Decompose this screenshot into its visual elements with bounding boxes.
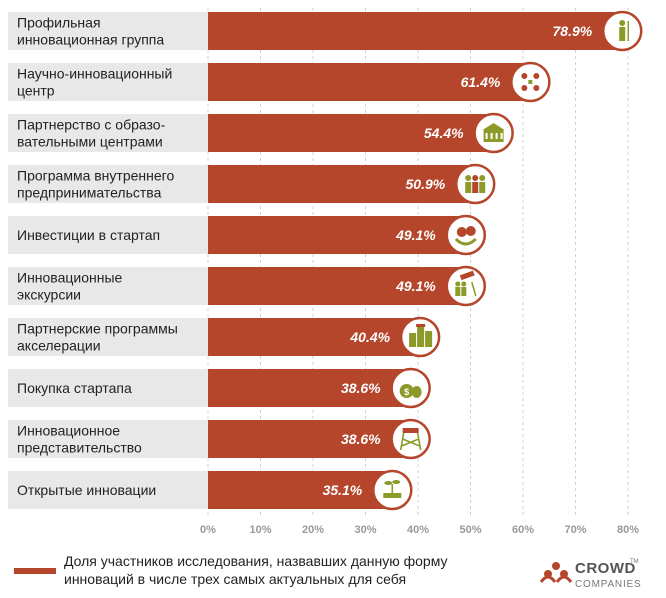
- category-label: акселерации: [17, 338, 101, 354]
- category-label-bg: [8, 369, 208, 407]
- x-tick-label: 20%: [302, 524, 324, 536]
- bar: [208, 114, 494, 152]
- category-label: Открытые инновации: [17, 482, 156, 498]
- category-label: Инвестиции в стартап: [17, 227, 160, 243]
- data-label: 49.1%: [395, 227, 436, 243]
- bar: [208, 267, 466, 305]
- x-tick-label: 70%: [564, 524, 586, 536]
- x-tick-label: 50%: [459, 524, 481, 536]
- crowd-logo-icon: [539, 562, 573, 583]
- category-label: вательными центрами: [17, 134, 163, 150]
- bar: [208, 420, 411, 458]
- bar: [208, 216, 466, 254]
- x-tick-label: 80%: [617, 524, 639, 536]
- university-building-icon: [473, 112, 514, 154]
- category-label: предпринимательства: [17, 185, 162, 201]
- data-label: 50.9%: [406, 176, 446, 192]
- growing-plant-icon: [372, 469, 413, 511]
- x-tick-label: 60%: [512, 524, 534, 536]
- category-label-bg: [8, 471, 208, 509]
- bar: [208, 12, 623, 50]
- data-label: 38.6%: [341, 431, 381, 447]
- brand-logo: CROWD TM COMPANIES: [539, 559, 641, 590]
- category-label: Программа внутреннего: [17, 168, 174, 184]
- category-label-bg: [8, 165, 208, 203]
- icons: $: [372, 10, 643, 511]
- bar: [208, 63, 531, 101]
- city-buildings-icon: [399, 316, 441, 358]
- category-label-bg: [8, 114, 208, 152]
- category-label: Инновационные: [17, 270, 123, 286]
- category-label-bg: [8, 63, 208, 101]
- category-label-bg: [8, 318, 208, 356]
- category-label: экскурсии: [17, 287, 81, 303]
- brand-name: CROWD: [575, 560, 636, 577]
- category-label-bg: [8, 12, 208, 50]
- bar: [208, 165, 476, 203]
- data-label: 78.9%: [553, 23, 593, 39]
- category-label: Научно-инновационный: [17, 66, 172, 82]
- category-label: Партнерство с образо-: [17, 117, 166, 133]
- x-tick-label: 40%: [407, 524, 429, 536]
- category-label: инновационная группа: [17, 32, 164, 48]
- group-people-icon: [454, 163, 496, 205]
- bar: [208, 318, 421, 356]
- category-label-bg: [8, 267, 208, 305]
- brand-sub: COMPANIES: [575, 579, 641, 590]
- watchtower-icon: [390, 418, 431, 460]
- category-label: Инновационное: [17, 423, 120, 439]
- data-label: 54.4%: [424, 125, 464, 141]
- bar: [208, 471, 393, 509]
- x-axis-ticks: 0% 10% 20% 30% 40% 50% 60% 70% 80%: [200, 524, 639, 536]
- legend-text-line1: Доля участников исследования, назвавших …: [64, 553, 448, 569]
- data-label: 61.4%: [461, 74, 501, 90]
- data-label: 38.6%: [341, 380, 381, 396]
- category-label: представительство: [17, 440, 142, 456]
- bar: [208, 369, 411, 407]
- telescope-group-icon: [445, 265, 487, 307]
- money-bags-icon: $: [390, 367, 431, 409]
- person-icon: [601, 10, 643, 52]
- category-label: Покупка стартапа: [17, 380, 132, 396]
- x-tick-label: 30%: [354, 524, 376, 536]
- category-label: Партнерские программы: [17, 321, 178, 337]
- brand-tm: TM: [630, 559, 639, 565]
- category-label: центр: [17, 83, 55, 99]
- legend-swatch: [14, 568, 56, 574]
- bars: 78.9% 61.4% 54.4% 50.9% 49.1% 49.1% 40.4% 38.6%…: [208, 12, 623, 509]
- legend-text-line2: инноваций в числе трех самых актуальных …: [64, 571, 406, 587]
- data-label: 49.1%: [395, 278, 436, 294]
- data-label: 40.4%: [349, 329, 390, 345]
- legend: Доля участников исследования, назвавших …: [14, 553, 448, 587]
- data-label: 35.1%: [323, 482, 363, 498]
- category-label-bg: [8, 216, 208, 254]
- network-people-icon: [510, 61, 551, 103]
- category-label-bg: [8, 420, 208, 458]
- category-label: Профильная: [17, 15, 101, 31]
- svg-text:$: $: [404, 387, 409, 397]
- x-tick-label: 10%: [249, 524, 271, 536]
- x-tick-label: 0%: [200, 524, 216, 536]
- money-plant-icon: [445, 214, 487, 256]
